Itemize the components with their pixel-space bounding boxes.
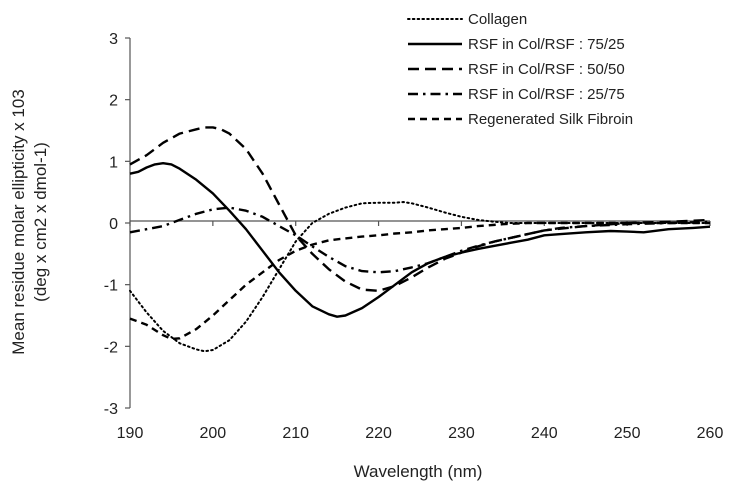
legend: Collagen RSF in Col/RSF : 75/25 RSF in Col… <box>407 11 633 128</box>
legend-label-4: RSF in Col/RSF : 25/75 <box>468 86 625 103</box>
series-line-5 <box>129 221 710 341</box>
y-tick-label: -2 <box>104 339 118 356</box>
x-tick-label: 240 <box>531 425 558 442</box>
legend-label-1: Collagen <box>468 11 527 28</box>
x-tick-label: 260 <box>697 425 724 442</box>
y-axis-title-line1: Mean residue molar ellipticity x 103 <box>9 89 28 355</box>
plot-lines <box>129 126 711 353</box>
x-tick-label: 190 <box>117 425 144 442</box>
y-tick-label: 0 <box>109 216 118 233</box>
x-axis-title: Wavelength (nm) <box>354 462 483 481</box>
series-line-2 <box>129 162 711 318</box>
y-tick-label: 2 <box>109 93 118 110</box>
y-tick-label: -1 <box>104 278 118 295</box>
y-tick-label: -3 <box>104 401 118 418</box>
y-tick-label: 3 <box>109 31 118 48</box>
legend-label-3: RSF in Col/RSF : 50/50 <box>468 61 625 78</box>
x-tick-label: 200 <box>200 425 227 442</box>
x-tick-label: 230 <box>448 425 475 442</box>
y-tick-label: 1 <box>109 154 118 171</box>
y-axis-title-line2: (deg x cm2 x dmol-1) <box>31 142 50 302</box>
x-tick-label: 250 <box>614 425 641 442</box>
series-line-4 <box>129 206 711 274</box>
legend-label-2: RSF in Col/RSF : 75/25 <box>468 36 625 53</box>
x-tick-label: 220 <box>365 425 392 442</box>
series-line-3 <box>129 126 711 292</box>
legend-label-5: Regenerated Silk Fibroin <box>468 111 633 128</box>
x-tick-label: 210 <box>282 425 309 442</box>
